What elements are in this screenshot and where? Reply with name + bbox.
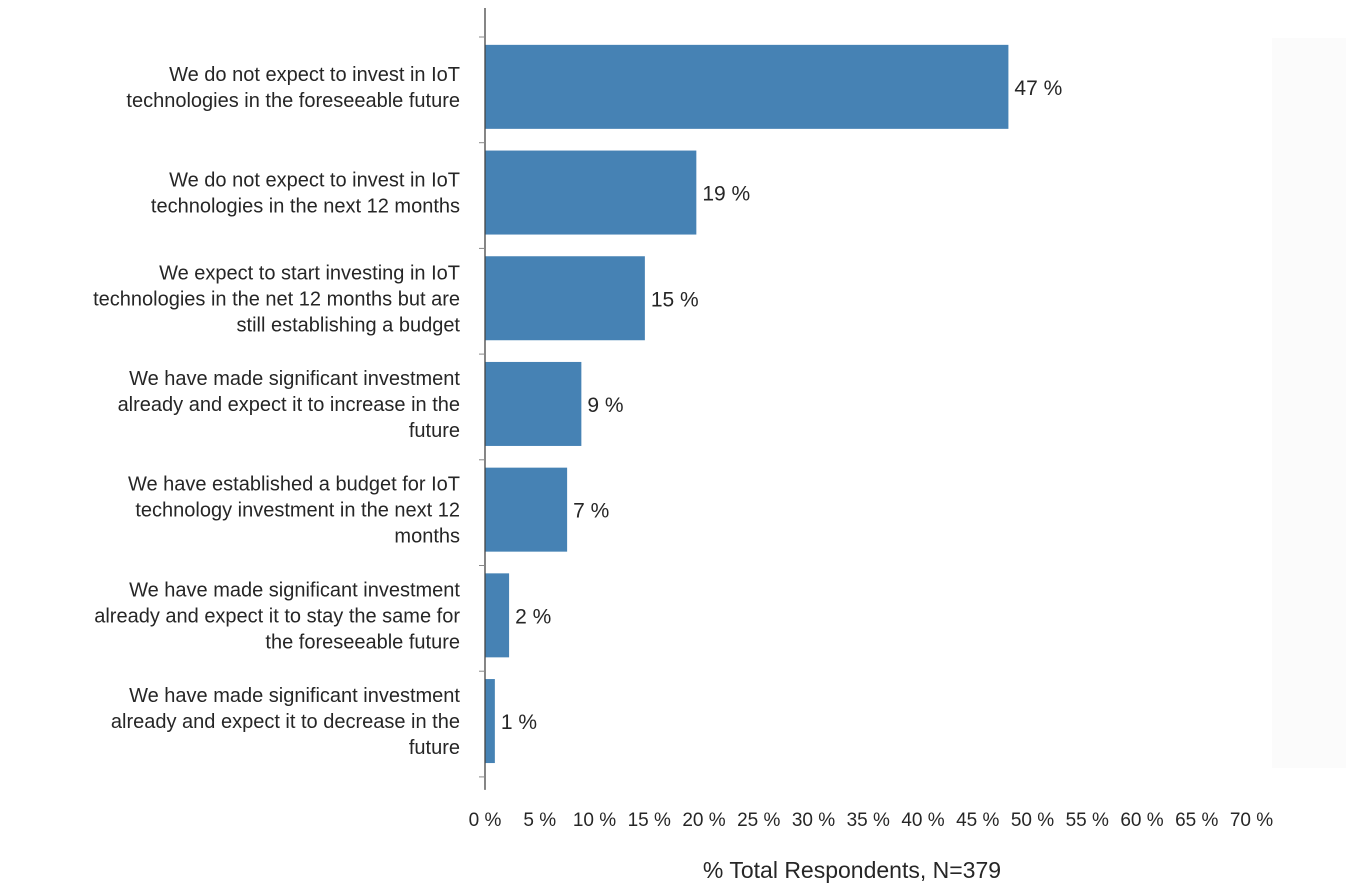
value-label: 19 % — [702, 183, 750, 206]
y-axis — [479, 8, 486, 790]
x-tick-label: 55 % — [1066, 810, 1109, 831]
bars-group — [485, 44, 1009, 764]
value-labels-group: 47 % 19 % 15 % 9 % 7 % 2 % 1 % — [501, 77, 1062, 734]
bar — [485, 256, 645, 341]
x-tick-label: 0 % — [469, 810, 502, 831]
category-label: We have made significant investment alrea… — [111, 685, 461, 759]
value-label: 1 % — [501, 711, 537, 734]
x-tick-label: 25 % — [737, 810, 780, 831]
x-axis-ticks: 0 % 5 % 10 % 15 % 20 % 25 % 30 % 35 % 40 % 45 % 50… — [469, 810, 1274, 831]
category-label: We do not expect to invest in IoT technol… — [151, 170, 460, 218]
x-tick-label: 20 % — [682, 810, 725, 831]
value-label: 47 % — [1014, 77, 1062, 100]
bar — [485, 573, 510, 658]
x-tick-label: 15 % — [628, 810, 671, 831]
plot-background-shade — [1272, 38, 1346, 768]
bar — [485, 679, 495, 764]
category-label: We have made significant investment alrea… — [94, 579, 460, 653]
x-tick-label: 70 % — [1230, 810, 1273, 831]
value-label: 2 % — [515, 605, 551, 628]
bar — [485, 150, 697, 235]
bar — [485, 361, 582, 446]
value-label: 7 % — [573, 500, 609, 523]
x-tick-label: 35 % — [847, 810, 890, 831]
x-tick-label: 5 % — [523, 810, 556, 831]
x-tick-label: 60 % — [1120, 810, 1163, 831]
bar — [485, 467, 568, 552]
x-tick-label: 40 % — [901, 810, 944, 831]
category-label: We expect to start investing in IoT techn… — [93, 262, 460, 336]
x-axis-title: % Total Respondents, N=379 — [703, 857, 1001, 883]
value-label: 15 % — [651, 288, 699, 311]
category-label: We have established a budget for IoT tech… — [128, 474, 460, 548]
value-label: 9 % — [587, 394, 623, 417]
category-labels-group: We do not expect to invest in IoT technol… — [93, 64, 460, 759]
category-label: We have made significant investment alrea… — [118, 368, 461, 442]
x-tick-label: 45 % — [956, 810, 999, 831]
x-tick-label: 50 % — [1011, 810, 1054, 831]
category-label: We do not expect to invest in IoT technol… — [126, 64, 460, 112]
x-tick-label: 30 % — [792, 810, 835, 831]
bar — [485, 44, 1009, 129]
x-tick-label: 65 % — [1175, 810, 1218, 831]
x-tick-label: 10 % — [573, 810, 616, 831]
